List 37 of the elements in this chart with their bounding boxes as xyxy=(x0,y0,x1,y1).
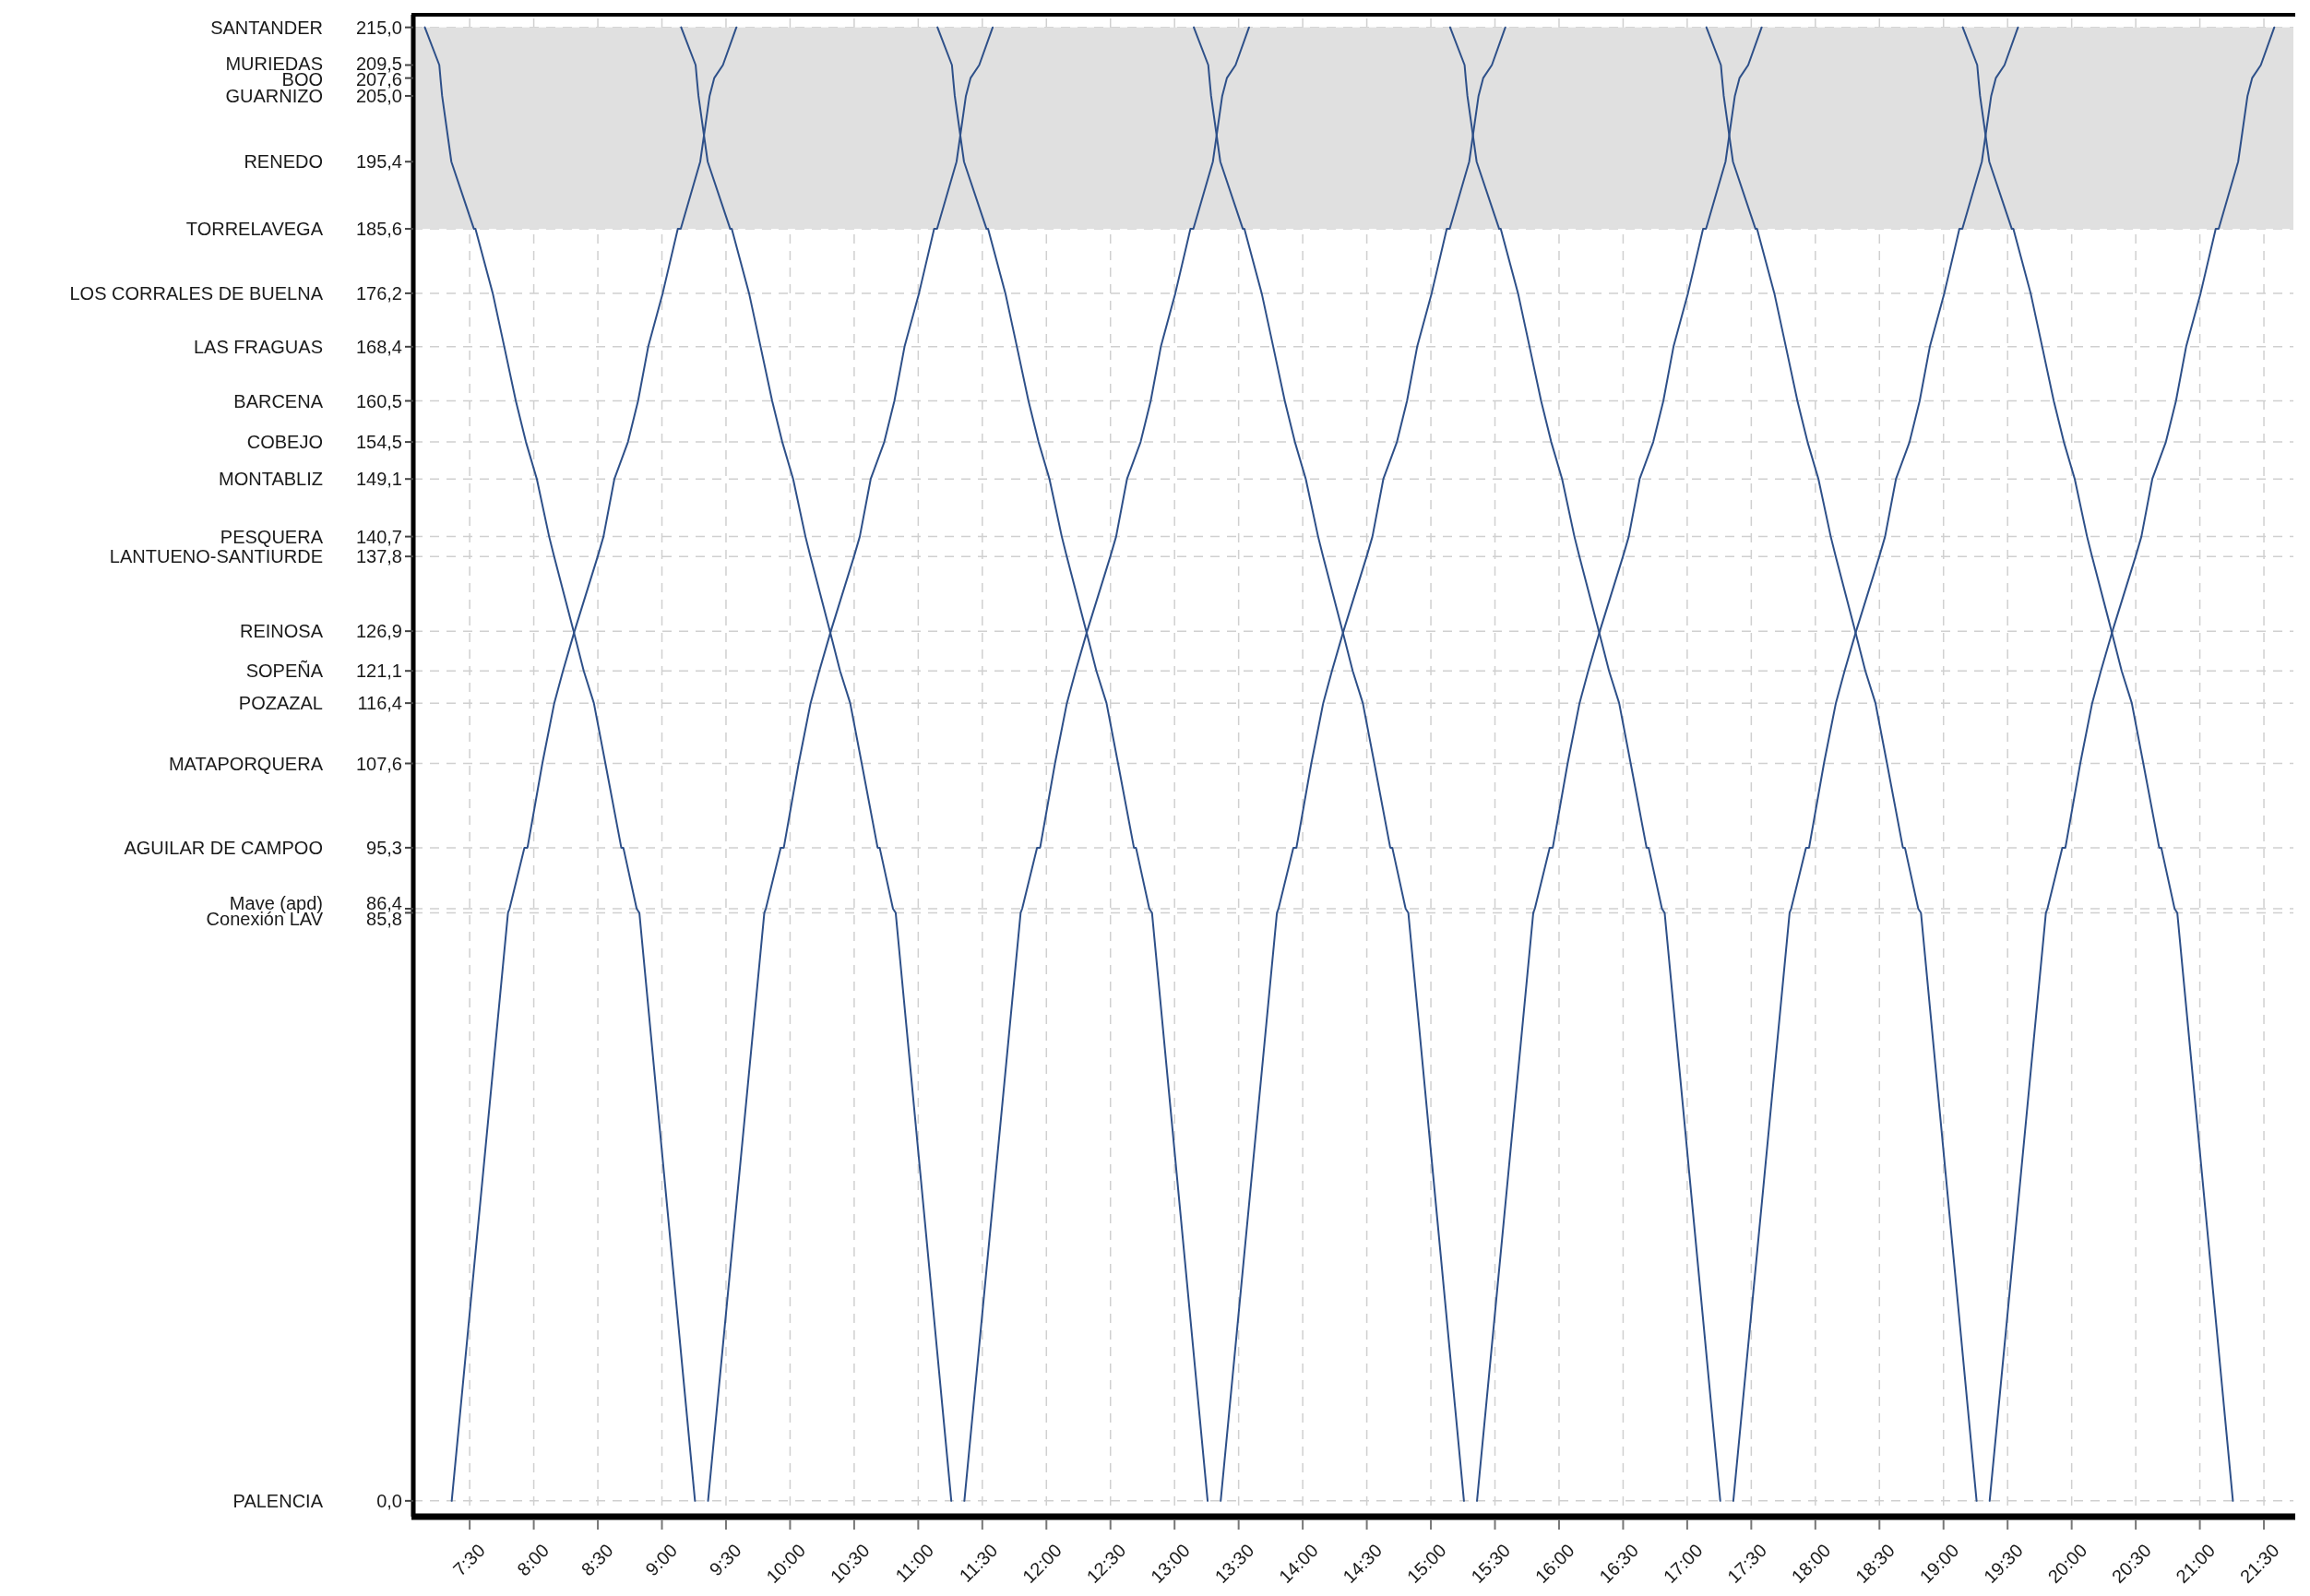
y-tick-label: 168,4 xyxy=(355,336,402,357)
y-tick-label: 140,7 xyxy=(355,526,402,547)
x-tick-label: 9:30 xyxy=(705,1540,745,1580)
text: PALENCIA xyxy=(232,1490,324,1511)
x-tick-label: 7:30 xyxy=(448,1540,489,1580)
y-tick-label: 154,5 xyxy=(355,432,402,453)
text: AGUILAR DE CAMPOO xyxy=(124,837,323,858)
y-tick-label: 137,8 xyxy=(355,546,402,567)
x-tick-label: 8:30 xyxy=(577,1540,617,1580)
text: TORRELAVEGA xyxy=(185,219,324,240)
y-tick-label: 0,0 xyxy=(376,1490,402,1511)
text: LOS CORRALES DE BUELNA xyxy=(69,282,324,304)
text: RENEDO xyxy=(244,151,323,173)
y-tick-label: 126,9 xyxy=(355,621,402,642)
text: SOPEÑA xyxy=(245,660,324,682)
y-tick-label: 95,3 xyxy=(366,837,402,858)
text: REINOSA xyxy=(239,621,324,642)
x-tick-label: 9:00 xyxy=(641,1540,682,1580)
text: COBEJO xyxy=(246,432,323,453)
x-tick-label: 8:00 xyxy=(513,1540,554,1580)
text: LAS FRAGUAS xyxy=(193,336,323,357)
y-tick-label: 121,1 xyxy=(355,661,402,682)
text: MONTABLIZ xyxy=(219,469,323,490)
text: POZAZAL xyxy=(238,693,323,714)
y-tick-label: 215,0 xyxy=(355,17,402,38)
text: LANTUENO-SANTIURDE xyxy=(109,546,323,567)
text: BARCENA xyxy=(233,390,324,411)
y-tick-label: 176,2 xyxy=(355,282,402,304)
y-tick-label: 195,4 xyxy=(355,151,402,173)
text: PESQUERA xyxy=(220,526,324,547)
text: SANTANDER xyxy=(210,17,323,38)
y-tick-label: 185,6 xyxy=(355,219,402,240)
y-tick-label: 116,4 xyxy=(357,693,402,714)
y-tick-label: 149,1 xyxy=(355,469,402,490)
y-tick-label: 160,5 xyxy=(355,390,402,411)
text: MATAPORQUERA xyxy=(168,753,324,774)
y-tick-label: 107,6 xyxy=(355,753,402,774)
